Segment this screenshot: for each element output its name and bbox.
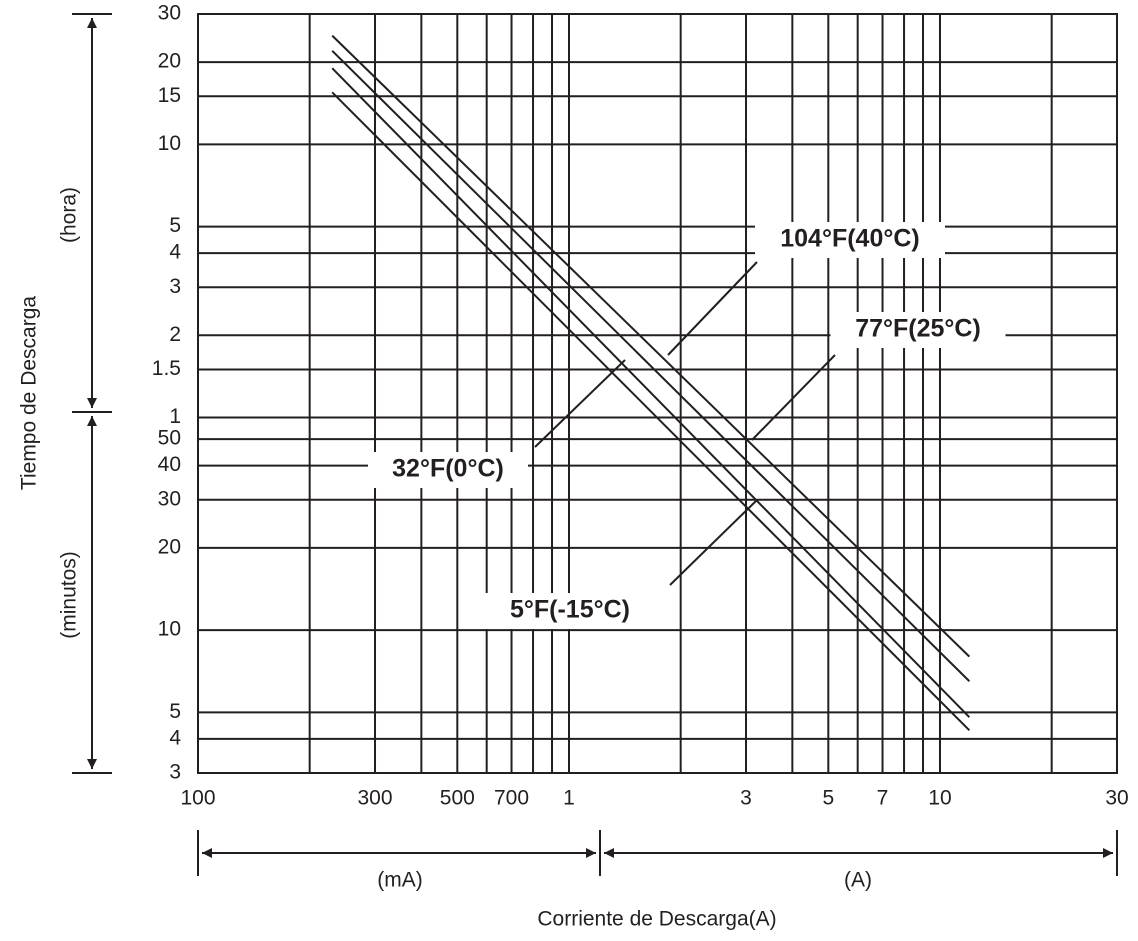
y-tick-label: 20 [158, 50, 181, 73]
series-line [331, 50, 971, 682]
series-label: 32°F(0°C) [392, 455, 504, 483]
y-tick-label: 50 [158, 427, 181, 450]
y-annotation: (minutos) [58, 551, 81, 639]
y-tick-label: 40 [158, 453, 181, 476]
y-tick-label: 1 [169, 405, 181, 428]
y-tick-label: 4 [169, 241, 181, 264]
y-tick-label: 30 [158, 487, 181, 510]
x-tick-label: 100 [180, 787, 215, 810]
leader-line [667, 261, 758, 356]
y-tick-label: 30 [158, 2, 181, 25]
y-tick-label: 10 [158, 618, 181, 641]
x-tick-label: 1 [563, 787, 575, 810]
label-bg [830, 312, 1006, 348]
x-tick-label: 10 [928, 787, 951, 810]
label-bg [755, 222, 945, 258]
y-tick-label: 3 [169, 275, 181, 298]
y-tick-label: 5 [169, 700, 181, 723]
y-tick-label: 15 [158, 84, 181, 107]
y-axis-label: Tiempo de Descarga [18, 296, 41, 490]
x-tick-label: 300 [357, 787, 392, 810]
leader-line [751, 354, 836, 441]
series-label: 77°F(25°C) [855, 315, 981, 343]
label-bg [368, 452, 528, 488]
y-tick-label: 4 [169, 726, 181, 749]
y-tick-label: 1.5 [152, 357, 181, 380]
x-tick-label: 5 [822, 787, 834, 810]
series-line [331, 34, 971, 658]
dimension-arrows [72, 13, 1118, 876]
y-tick-label: 10 [158, 132, 181, 155]
series-line [331, 67, 971, 718]
x-tick-label: 3 [740, 787, 752, 810]
x-tick-label: 30 [1105, 787, 1128, 810]
x-axis-label: Corriente de Descarga(A) [537, 908, 776, 931]
y-tick-label: 5 [169, 214, 181, 237]
x-tick-label: 700 [494, 787, 529, 810]
x-tick-label: 7 [877, 787, 889, 810]
x-annotation: (mA) [377, 869, 423, 892]
series-label: 104°F(40°C) [780, 225, 920, 253]
series-line [331, 91, 971, 731]
label-bg [480, 593, 660, 629]
plot-frame [197, 13, 1118, 774]
x-tick-label: 500 [440, 787, 475, 810]
y-tick-label: 2 [169, 323, 181, 346]
y-annotation: (hora) [58, 187, 81, 243]
leader-line [534, 359, 626, 448]
leader-line [669, 499, 758, 586]
y-tick-label: 20 [158, 535, 181, 558]
y-tick-label: 3 [169, 761, 181, 784]
series-label: 5°F(-15°C) [510, 596, 630, 624]
x-annotation: (A) [844, 869, 872, 892]
